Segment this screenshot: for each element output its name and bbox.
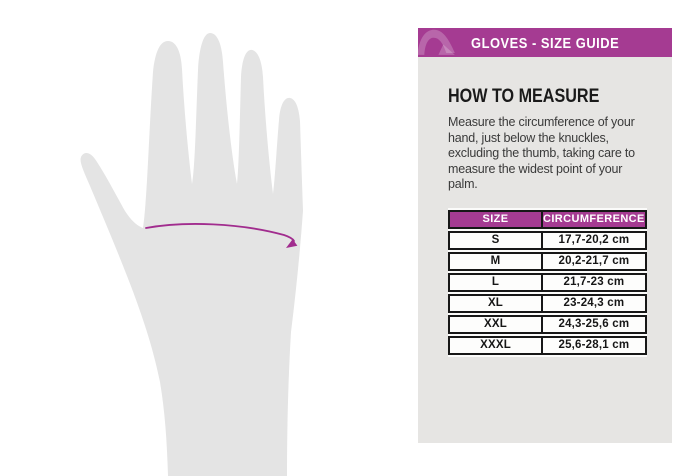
size-guide-panel: GLOVES - SIZE GUIDE HOW TO MEASURE Measu… bbox=[417, 28, 672, 443]
hand-silhouette bbox=[80, 33, 304, 476]
table-row: M 20,2-21,7 cm bbox=[448, 251, 647, 271]
size-cell: XXXL bbox=[448, 335, 542, 355]
column-header-circumference: CIRCUMFERENCE bbox=[542, 209, 647, 229]
size-cell: L bbox=[448, 272, 542, 292]
size-cell: S bbox=[448, 230, 542, 250]
header-row: SIZE CIRCUMFERENCE bbox=[448, 209, 647, 229]
panel-body: HOW TO MEASURE Measure the circumference… bbox=[418, 57, 672, 443]
table-row: XXXL 25,6-28,1 cm bbox=[448, 335, 647, 355]
circumference-cell: 21,7-23 cm bbox=[542, 272, 647, 292]
size-cell: XXL bbox=[448, 314, 542, 334]
circumference-cell: 25,6-28,1 cm bbox=[542, 335, 647, 355]
title-bar: GLOVES - SIZE GUIDE bbox=[417, 28, 672, 57]
acerbis-logo-icon bbox=[417, 29, 455, 55]
instructions-text: Measure the circumference of your hand, … bbox=[448, 115, 635, 191]
table-row: XL 23-24,3 cm bbox=[448, 293, 647, 313]
size-cell: XL bbox=[448, 293, 542, 313]
table-row: S 17,7-20,2 cm bbox=[448, 230, 647, 250]
size-table-header: SIZE CIRCUMFERENCE bbox=[448, 209, 647, 229]
hand-illustration bbox=[80, 33, 304, 476]
circumference-cell: 23-24,3 cm bbox=[542, 293, 647, 313]
title-bar-label: GLOVES - SIZE GUIDE bbox=[470, 34, 620, 52]
table-row: L 21,7-23 cm bbox=[448, 272, 647, 292]
circumference-cell: 17,7-20,2 cm bbox=[542, 230, 647, 250]
size-cell: M bbox=[448, 251, 542, 271]
circumference-cell: 24,3-25,6 cm bbox=[542, 314, 647, 334]
circumference-cell: 20,2-21,7 cm bbox=[542, 251, 647, 271]
how-to-measure-heading: HOW TO MEASURE bbox=[448, 86, 600, 107]
measurement-arrowhead-icon bbox=[286, 239, 298, 248]
table-row: XXL 24,3-25,6 cm bbox=[448, 314, 647, 334]
hand-illustration-svg bbox=[80, 33, 304, 476]
size-table-body: S 17,7-20,2 cm M 20,2-21,7 cm L 21,7-23 cm XL 2… bbox=[448, 230, 647, 355]
column-header-size: SIZE bbox=[448, 209, 542, 229]
size-table: SIZE CIRCUMFERENCE S 17,7-20,2 cm M 20,2-21… bbox=[448, 207, 647, 357]
measurement-line bbox=[145, 223, 295, 242]
